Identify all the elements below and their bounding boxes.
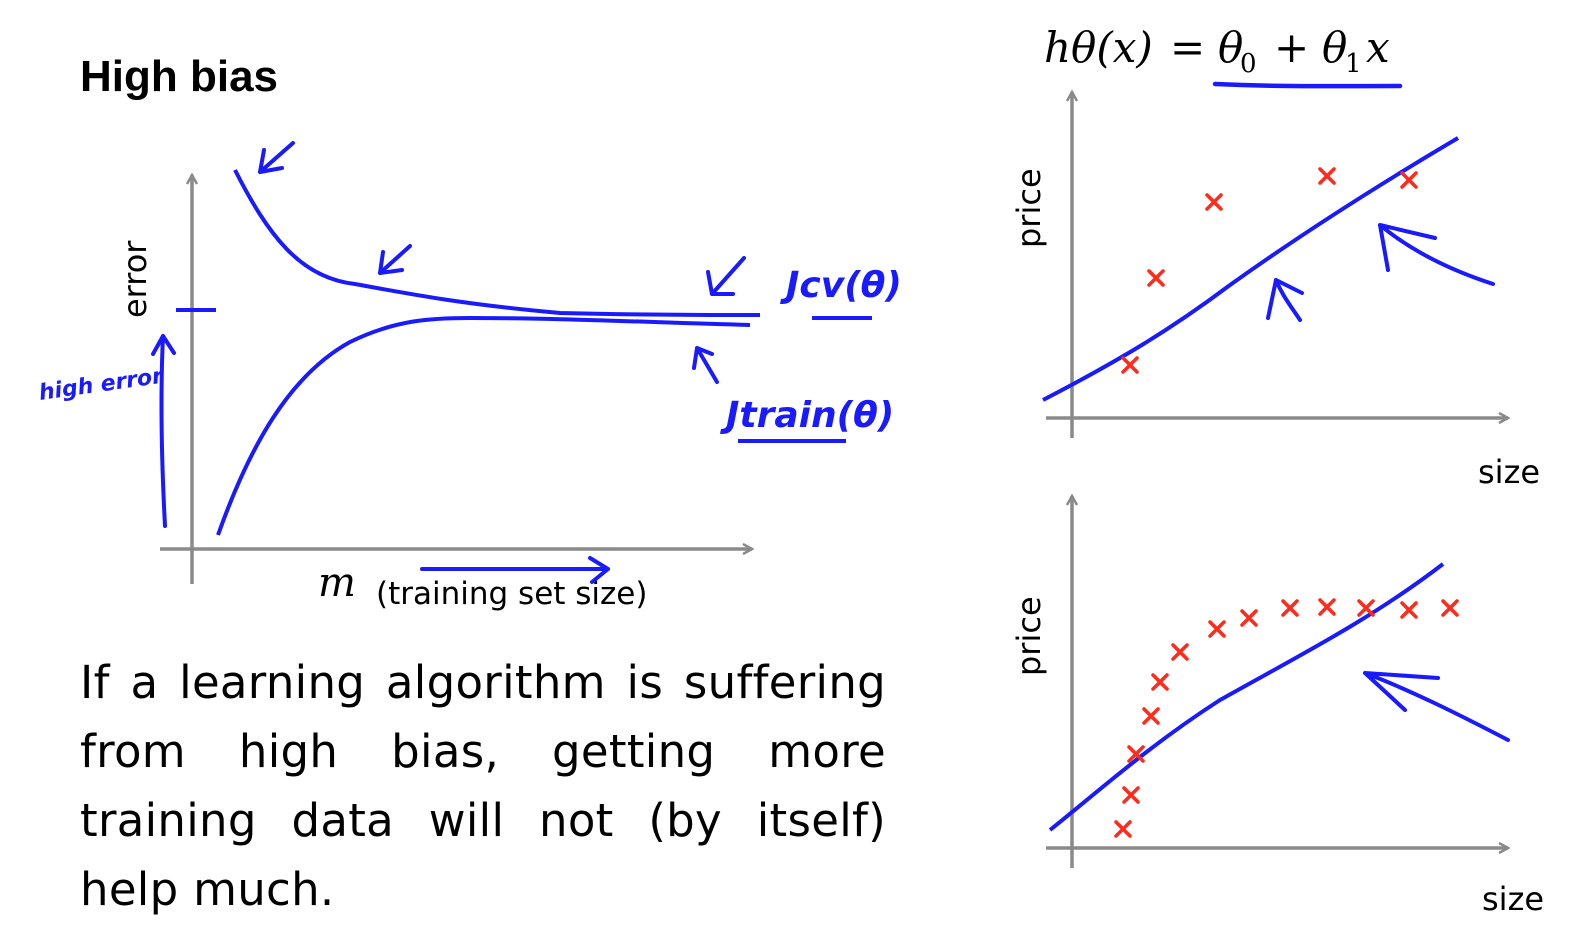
error-axis-label: error xyxy=(116,240,154,318)
bottom-annotation-arrows xyxy=(1363,671,1510,742)
theta-1: θ xyxy=(1322,23,1347,72)
arrow-start-cv xyxy=(258,141,295,174)
data-point-marker xyxy=(1208,620,1226,638)
arrow-high-error xyxy=(151,334,176,528)
jtrain-label: Jtrain(θ) xyxy=(720,395,894,436)
bottom-price-label: price xyxy=(1010,596,1048,676)
top-annotation-arrows xyxy=(1266,223,1495,322)
data-point-marker xyxy=(1127,745,1145,763)
bottom-fit-line xyxy=(1048,562,1445,832)
data-point-marker xyxy=(1122,786,1140,804)
slide-title: High bias xyxy=(80,52,279,101)
bottom-size-label: size xyxy=(1482,880,1544,918)
data-point-marker xyxy=(1240,609,1258,627)
data-point-marker xyxy=(1121,356,1139,374)
hypothesis-underline xyxy=(1212,81,1403,89)
data-point-marker xyxy=(1400,171,1418,189)
jcv-curve xyxy=(233,169,761,317)
hypothesis-equals: = xyxy=(1170,23,1205,72)
data-point-marker xyxy=(1318,598,1336,616)
training-set-size-label: (training set size) xyxy=(376,576,647,612)
body-text: If a learning algorithm is suffering fro… xyxy=(80,656,886,916)
data-point-marker xyxy=(1281,599,1299,617)
scatter-plot-top: price size xyxy=(1010,92,1540,491)
data-point-marker xyxy=(1400,601,1418,619)
hypothesis-lhs: hθ(x) xyxy=(1044,23,1153,72)
theta-0-subscript: 0 xyxy=(1240,49,1257,79)
hypothesis-plus: + xyxy=(1274,23,1309,72)
hypothesis-equation: hθ(x) = θ 0 + θ 1 x xyxy=(1044,23,1403,89)
data-point-marker xyxy=(1171,643,1189,661)
top-arrow-right xyxy=(1378,223,1495,286)
theta-0: θ xyxy=(1218,23,1243,72)
data-point-marker xyxy=(1147,269,1165,287)
scatter-plot-bottom: price size xyxy=(1010,496,1544,918)
data-point-marker xyxy=(1441,599,1459,617)
arrow-end-train xyxy=(692,346,719,384)
data-point-marker xyxy=(1151,673,1169,691)
data-point-marker xyxy=(1357,599,1375,617)
top-arrow-mid xyxy=(1266,278,1304,322)
arrow-more-data xyxy=(420,556,610,584)
arrow-end-cv xyxy=(706,256,746,296)
top-price-label: price xyxy=(1010,168,1048,248)
top-fit-line xyxy=(1042,136,1460,402)
data-point-marker xyxy=(1114,820,1132,838)
hypothesis-x: x xyxy=(1366,23,1390,72)
bottom-data-points xyxy=(1114,598,1459,838)
top-size-label: size xyxy=(1478,453,1540,491)
jtrain-curve xyxy=(216,315,751,536)
jcv-label: Jcv(θ) xyxy=(780,265,902,306)
learning-curve-plot: error m (training set size) Jcv(θ) Jtrai… xyxy=(37,141,902,612)
data-point-marker xyxy=(1205,193,1223,211)
arrow-mid-cv xyxy=(378,244,412,275)
bottom-arrow-right xyxy=(1363,671,1510,742)
theta-1-subscript: 1 xyxy=(1345,49,1362,79)
m-symbol: m xyxy=(318,560,356,606)
data-point-marker xyxy=(1318,167,1336,185)
data-point-marker xyxy=(1142,707,1160,725)
annotation-arrows xyxy=(151,141,746,584)
top-data-points xyxy=(1121,167,1418,374)
high-error-label: high error xyxy=(37,364,165,406)
